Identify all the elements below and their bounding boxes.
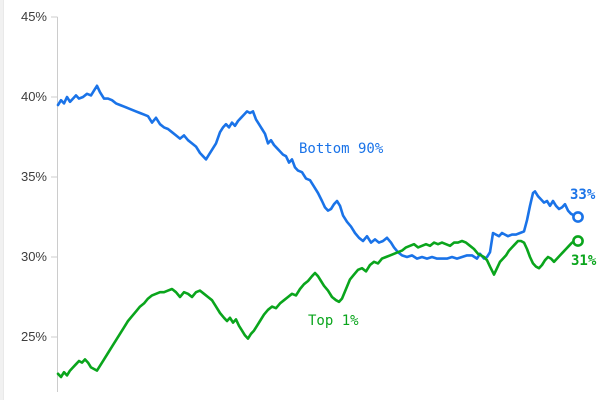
end-point-marker-bottom-90- — [572, 211, 584, 223]
end-value-label-top-1: 31% — [571, 253, 597, 269]
y-axis-tick-label: 30% — [20, 249, 47, 264]
y-axis-tick-label: 25% — [20, 329, 47, 344]
series-label-top-1: Top 1% — [308, 313, 359, 329]
series-label-bottom-90: Bottom 90% — [299, 141, 384, 157]
left-edge-border — [0, 0, 4, 400]
series-line-bottom-90- — [56, 84, 579, 260]
end-value-label-bottom-90: 33% — [570, 187, 596, 203]
y-axis-tick-label: 45% — [20, 9, 47, 24]
end-point-marker-top-1- — [572, 235, 584, 247]
y-axis-tick-label: 40% — [20, 89, 47, 104]
series-line-top-1- — [56, 239, 579, 379]
y-axis-tick-label: 35% — [20, 169, 47, 184]
